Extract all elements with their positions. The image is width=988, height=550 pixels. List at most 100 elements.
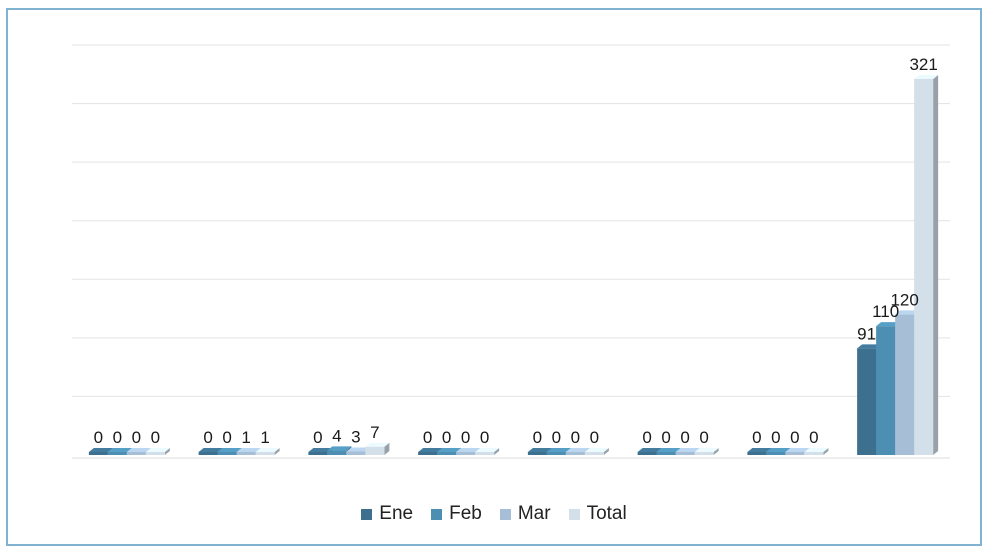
bar-top [456,448,481,452]
legend-swatch [499,508,511,520]
bar-top [766,448,791,452]
bar-top [88,448,113,452]
legend-label: Mar [517,503,551,524]
bar-top [198,448,223,452]
bar-front [145,452,165,455]
legend-label: Total [586,503,627,524]
bar-front [584,452,604,455]
bar-side [823,448,829,455]
bar-front [766,452,786,455]
bar-top [876,322,901,327]
bar-top [126,448,151,452]
bar-top [327,446,352,451]
bar-front [785,452,805,455]
legend-item-feb: Feb [431,503,482,525]
bar-front [107,452,127,455]
data-label-mar-2: 3 [351,427,360,446]
data-label-feb-7: 110 [872,302,899,321]
bar-side [274,448,280,455]
bar-front [527,452,547,455]
bar-top [565,448,590,452]
bar-top [236,448,261,452]
bar-front [747,452,767,455]
bar-top [475,448,500,452]
bar-front [694,452,714,455]
bar-front [346,451,366,455]
legend-swatch [431,508,443,520]
bar-top [437,448,462,452]
bar-side [494,448,500,455]
data-label-feb-4: 0 [552,428,561,447]
bar-front [895,314,915,455]
gridlines [72,44,950,459]
data-label-feb-0: 0 [113,428,122,447]
bar-top [694,448,719,452]
bar-top [255,448,280,452]
bar-front [857,348,877,455]
bar-top [346,447,371,452]
bar-side [603,448,609,455]
bar-top [584,448,609,452]
legend: Ene Feb Mar Total [0,503,988,525]
bar-top [747,448,772,452]
data-label-ene-1: 0 [203,428,212,447]
data-label-ene-5: 0 [642,428,651,447]
data-label-feb-1: 0 [222,428,231,447]
bar-side [384,442,390,455]
bar-top [785,448,810,452]
bar-front [914,78,934,455]
bar-total-0 [145,448,170,455]
legend-label: Feb [449,503,482,524]
bar-top [107,448,132,452]
bar-front [565,452,585,455]
data-label-total-1: 1 [260,428,269,447]
data-label-total-6: 0 [809,428,818,447]
bar-total-5 [694,448,719,455]
bar-side [713,448,719,455]
bar-top [857,344,882,349]
bar-total-6 [804,448,829,455]
bar-top [546,448,571,452]
bar-front [475,452,495,455]
bar-top [675,448,700,452]
data-label-ene-7: 91 [857,324,876,343]
data-label-mar-1: 1 [241,428,250,447]
bar-top [637,448,662,452]
chart-frame [6,8,982,546]
bar-front [876,326,896,455]
bar-front [437,452,457,455]
data-label-feb-3: 0 [442,428,451,447]
legend-swatch [568,508,580,520]
bar-top [914,74,939,79]
data-label-total-2: 7 [370,423,379,442]
data-label-mar-0: 0 [132,428,141,447]
data-label-feb-5: 0 [661,428,670,447]
bar-front [327,450,347,455]
data-label-feb-6: 0 [771,428,780,447]
bars [88,74,939,455]
data-label-ene-0: 0 [94,428,103,447]
bar-front [804,452,824,455]
data-label-ene-3: 0 [423,428,432,447]
bar-front [217,452,237,455]
bar-front [236,452,256,455]
data-label-ene-4: 0 [533,428,542,447]
data-label-total-3: 0 [480,428,489,447]
bar-top [527,448,552,452]
data-label-ene-2: 0 [313,428,322,447]
legend-item-total: Total [568,503,627,525]
bar-total-3 [475,448,500,455]
data-label-total-4: 0 [590,428,599,447]
bar-front [637,452,657,455]
data-label-mar-3: 0 [461,428,470,447]
bar-top [804,448,829,452]
bar-front [675,452,695,455]
bar-top [656,448,681,452]
bar-side [164,448,170,455]
bar-top [365,442,390,447]
bar-front [255,452,275,455]
bar-total-7 [914,74,939,455]
bar-top [895,310,920,315]
bar-side [933,74,939,455]
